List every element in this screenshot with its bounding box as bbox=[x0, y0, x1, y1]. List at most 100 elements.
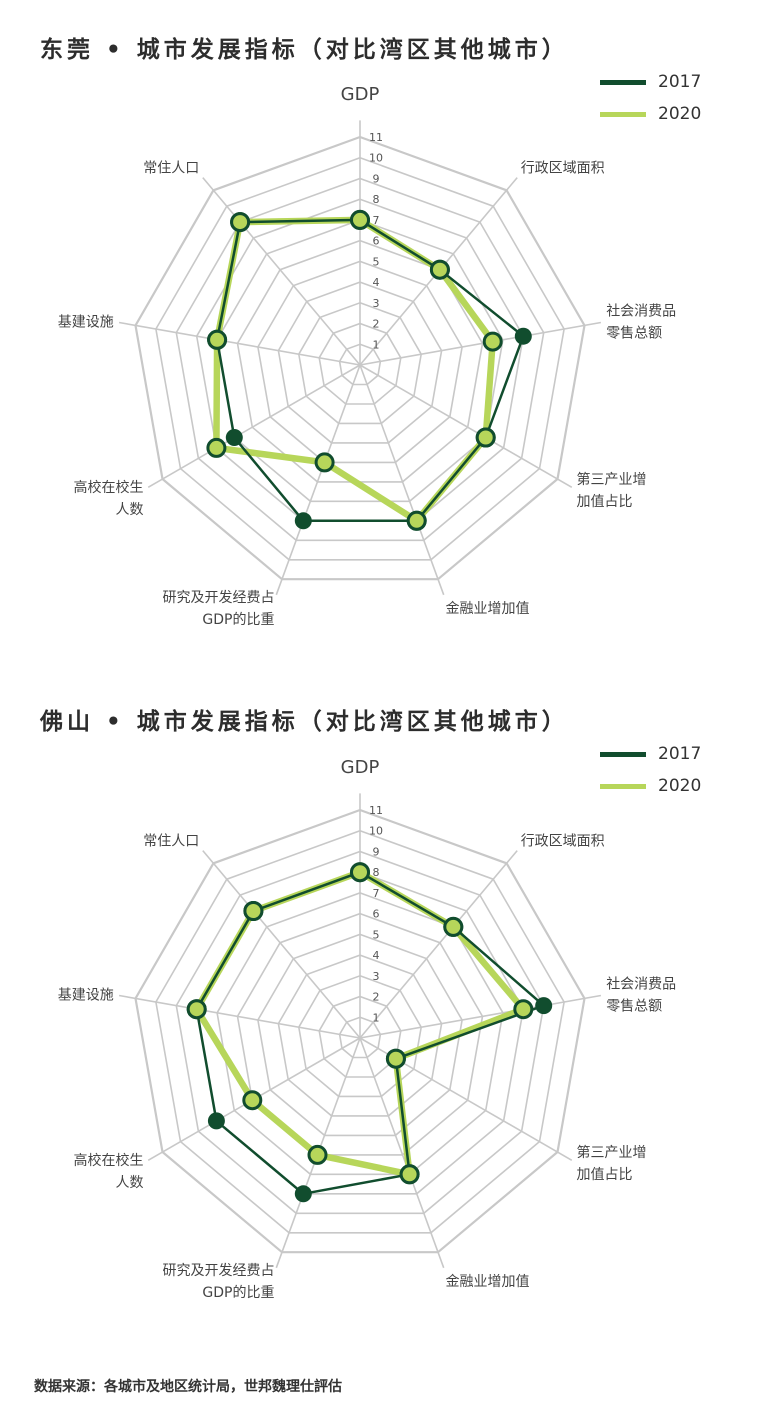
tick-label: 2 bbox=[373, 318, 380, 331]
grid-ring bbox=[338, 1016, 382, 1059]
legend-swatch-2017 bbox=[600, 751, 646, 757]
data-point-2020 bbox=[186, 999, 207, 1020]
data-point-2020 bbox=[443, 916, 464, 937]
axis-label: 零售总额 bbox=[606, 999, 662, 1015]
tick-label: 4 bbox=[373, 276, 380, 289]
axis-label: 第三产业增 bbox=[577, 1144, 647, 1161]
axis-label: 零售总额 bbox=[606, 326, 662, 342]
tick-label: 1 bbox=[373, 1011, 380, 1024]
grid-spoke bbox=[275, 364, 361, 596]
legend-item-2017: 2017 bbox=[600, 738, 701, 770]
axis-label: 加值占比 bbox=[577, 494, 633, 510]
tick-label: 10 bbox=[369, 825, 383, 838]
data-point-2020 bbox=[307, 1144, 328, 1165]
axis-label: GDP bbox=[341, 84, 380, 105]
grid-ring bbox=[236, 912, 484, 1156]
tick-label: 1 bbox=[373, 338, 380, 351]
axis-label: 常住人口 bbox=[143, 834, 199, 850]
grid-ring bbox=[155, 156, 565, 561]
grid-ring bbox=[277, 281, 443, 444]
tick-label: 3 bbox=[373, 297, 380, 310]
data-point-2020 bbox=[243, 901, 264, 921]
tick-label: 7 bbox=[373, 887, 380, 900]
legend-item-2020: 2020 bbox=[600, 770, 701, 802]
axis-label: 加值占比 bbox=[577, 1167, 633, 1183]
axis-label: 社会消费品 bbox=[606, 977, 676, 993]
grid-spoke bbox=[359, 850, 518, 1039]
chart-title: 东莞 • 城市发展指标（对比湾区其他城市） bbox=[40, 37, 569, 63]
grid-spoke bbox=[118, 321, 361, 366]
axis-label: 行政区域面积 bbox=[521, 834, 605, 850]
legend-label: 2017 bbox=[658, 744, 702, 764]
tick-label: 7 bbox=[373, 214, 380, 227]
grid-ring bbox=[297, 974, 423, 1098]
data-point-2020 bbox=[429, 259, 450, 280]
radar-chart-panel-dongguan: 东莞 • 城市发展指标（对比湾区其他城市） 2017 2020 1 2 3 4 5 6 7 8… bbox=[0, 0, 772, 690]
data-point-2017 bbox=[294, 512, 312, 530]
axis-label: 研究及开发经费占 bbox=[163, 590, 275, 606]
series-line-2017 bbox=[215, 218, 525, 523]
grid-ring bbox=[216, 219, 504, 503]
grid-spoke bbox=[359, 364, 573, 488]
data-point-2020 bbox=[314, 452, 335, 473]
radar-grid bbox=[118, 120, 602, 596]
data-point-2017 bbox=[294, 1185, 312, 1203]
tick-label: 6 bbox=[373, 235, 380, 248]
data-point-2020 bbox=[242, 1090, 263, 1111]
axis-label: 研究及开发经费占 bbox=[163, 1263, 275, 1279]
grid-ring bbox=[257, 260, 463, 464]
grid-ring bbox=[175, 177, 545, 542]
grid-ring bbox=[318, 322, 402, 405]
grid-ring bbox=[175, 850, 545, 1215]
grid-ring bbox=[155, 829, 565, 1234]
data-point-2020 bbox=[406, 510, 427, 531]
legend: 2017 2020 bbox=[600, 738, 701, 802]
axis-label: GDP的比重 bbox=[202, 612, 274, 628]
axis-label: 第三产业增 bbox=[577, 471, 647, 488]
axis-label: 常住人口 bbox=[143, 161, 199, 177]
series-line-2017 bbox=[195, 870, 545, 1196]
tick-label: 5 bbox=[373, 255, 380, 268]
axis-label: 基建设施 bbox=[58, 987, 114, 1004]
legend-item-2020: 2020 bbox=[600, 98, 701, 130]
grid-ring bbox=[297, 301, 423, 425]
grid-spoke bbox=[359, 994, 602, 1039]
grid-spoke bbox=[147, 364, 361, 488]
axis-label: GDP bbox=[341, 757, 380, 778]
axis-label: 金融业增加值 bbox=[446, 601, 530, 617]
data-source-note: 数据来源：各城市及地区统计局，世邦魏理仕評估 bbox=[34, 1379, 342, 1395]
chart-title: 佛山 • 城市发展指标（对比湾区其他城市） bbox=[40, 709, 569, 735]
tick-label: 9 bbox=[373, 846, 380, 859]
grid-spoke bbox=[202, 177, 361, 366]
axis-label: 高校在校生 bbox=[74, 1152, 144, 1169]
axis-label: GDP的比重 bbox=[202, 1285, 274, 1301]
data-point-2020 bbox=[350, 209, 370, 230]
radar-chart: 1 2 3 4 5 6 7 8 9 10 11 GDP 行政区域面积社会消费品零售总额第三产业增加值占比… bbox=[58, 757, 676, 1301]
grid-spoke bbox=[202, 850, 361, 1039]
axis-label: 人数 bbox=[116, 1175, 144, 1191]
grid-spoke bbox=[359, 321, 602, 366]
data-point-2017 bbox=[207, 1112, 225, 1130]
legend-item-2017: 2017 bbox=[600, 66, 701, 98]
data-point-2020 bbox=[206, 437, 227, 458]
legend-swatch-2017 bbox=[600, 79, 646, 85]
data-point-2017 bbox=[514, 327, 532, 345]
legend-swatch-2020 bbox=[600, 783, 646, 789]
axis-label: 人数 bbox=[116, 502, 144, 518]
tick-label: 2 bbox=[373, 991, 380, 1004]
data-point-2020 bbox=[350, 862, 370, 883]
grid-ring bbox=[134, 808, 586, 1254]
tick-label: 8 bbox=[373, 866, 380, 879]
tick-label: 6 bbox=[373, 908, 380, 921]
axis-label: 基建设施 bbox=[58, 314, 114, 331]
legend-label: 2017 bbox=[658, 72, 702, 92]
legend-label: 2020 bbox=[658, 104, 702, 124]
data-point-2020 bbox=[230, 212, 251, 233]
tick-label: 4 bbox=[373, 949, 380, 962]
data-point-2020 bbox=[513, 999, 534, 1020]
tick-label: 3 bbox=[373, 970, 380, 983]
grid-ring bbox=[338, 343, 382, 386]
data-point-2020 bbox=[475, 427, 496, 448]
data-point-2020 bbox=[399, 1164, 420, 1185]
data-point-2020 bbox=[385, 1048, 406, 1069]
